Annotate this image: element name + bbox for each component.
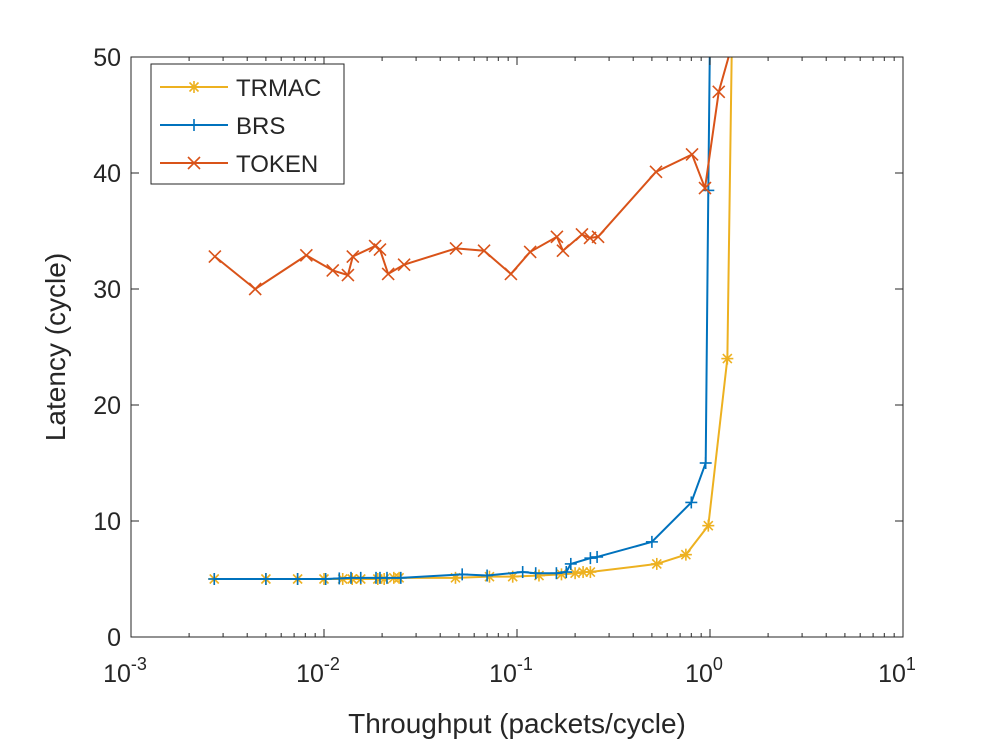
data-point-token [649,165,663,179]
data-point-brs [259,573,272,585]
x-tick-label: 10-1 [489,654,533,688]
data-point-token [729,28,741,40]
data-point-token [397,258,411,272]
legend-item-brs: BRS [160,113,285,140]
data-point-trmac [721,352,734,365]
data-point-trmac [650,557,663,570]
data-point-token [381,267,395,281]
data-point-brs [584,552,597,565]
data-point-token [341,268,355,282]
data-point-token [248,282,262,296]
x-axis-label: Throughput (packets/cycle) [348,708,686,739]
legend-label: TOKEN [236,151,318,178]
data-point-brs [699,457,712,469]
data-point-trmac [483,570,496,583]
data-point-token [504,267,518,281]
y-tick-label: 40 [93,160,121,188]
y-tick-label: 20 [93,392,121,420]
legend-marker [188,81,200,93]
legend-item-trmac: TRMAC [160,75,321,102]
data-point-brs [319,573,332,585]
data-point-brs [591,550,604,563]
data-point-brs [685,496,698,509]
data-point-trmac [584,566,597,579]
data-point-token [712,85,726,99]
data-point-token [208,249,222,264]
data-point-token [449,241,463,255]
legend-label: BRS [236,113,285,140]
legend-label: TRMAC [236,75,321,102]
data-point-trmac [726,28,738,40]
y-tick-label: 30 [93,276,121,304]
data-point-brs [354,571,367,584]
y-axis-label: Latency (cycle) [40,253,71,441]
data-point-brs [291,573,304,585]
y-tick-label: 0 [107,624,121,652]
data-point-token [575,227,589,242]
data-point-brs [456,568,469,581]
data-point-token [550,230,564,244]
data-point-token [698,181,712,195]
x-tick-label: 100 [685,654,723,688]
legend-marker [187,156,201,170]
y-tick-label: 50 [93,44,121,72]
data-point-token [685,147,699,162]
y-tick-label: 10 [93,508,121,536]
x-tick-label: 10-2 [296,654,340,688]
data-point-brs [333,572,346,585]
data-point-brs [560,566,573,579]
data-point-brs [394,571,407,584]
series-brs [208,28,716,585]
data-point-token [477,244,491,258]
legend: TRMAC BRS TOKEN [150,63,345,185]
data-point-brs [481,569,494,582]
x-tick-label: 101 [878,654,916,688]
data-point-token [326,263,340,278]
legend-item-token: TOKEN [160,151,318,178]
data-point-brs [208,573,221,585]
legend-marker [188,119,200,131]
series-line-token [214,57,730,291]
data-point-token [583,231,597,245]
data-point-brs [645,535,658,548]
data-point-token [346,249,360,264]
data-point-token [556,244,570,258]
data-point-brs [516,566,529,579]
data-point-token [299,248,313,262]
series-token [208,28,741,296]
data-point-brs [564,557,577,570]
data-point-token [523,245,537,259]
x-tick-label: 10-3 [103,654,147,688]
data-point-brs [550,567,563,580]
data-point-brs [380,571,393,584]
data-point-token [373,242,387,257]
data-point-token [591,230,605,244]
data-point-brs [529,567,542,580]
data-point-trmac [679,548,692,561]
data-point-brs [704,28,716,40]
data-point-trmac [702,519,715,532]
data-point-trmac [569,567,582,580]
data-point-trmac [532,569,545,582]
